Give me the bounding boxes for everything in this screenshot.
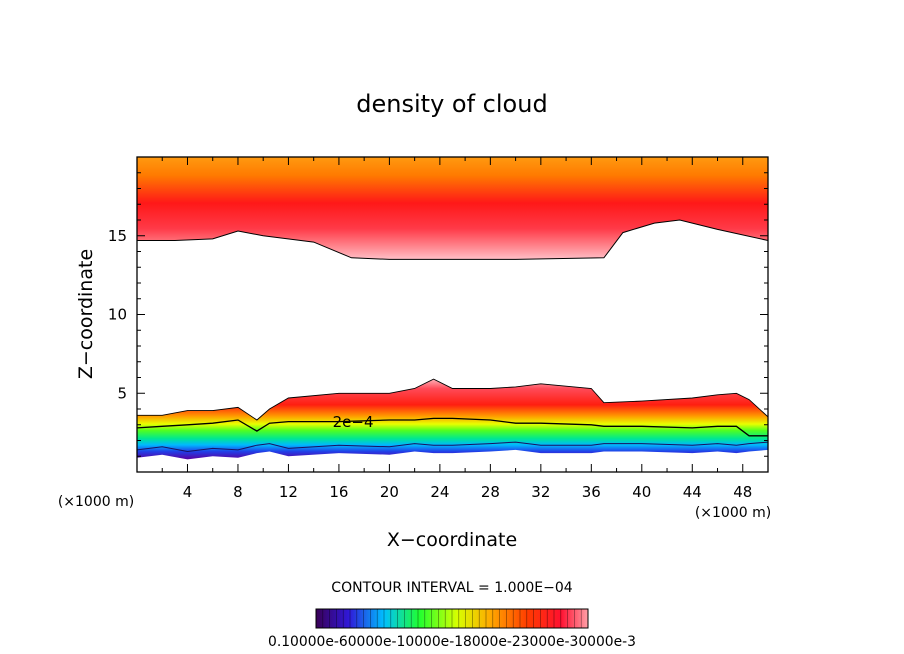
x-unit-left: (×1000 m) — [58, 494, 134, 510]
x-tick-label: 32 — [531, 483, 550, 501]
contour-2e-4 — [137, 417, 768, 437]
lower-base-contour — [137, 441, 768, 453]
x-tick-label: 40 — [632, 483, 651, 501]
x-tick-label: 4 — [183, 483, 193, 501]
upper-layer-contour — [137, 219, 768, 260]
x-tick-label: 36 — [582, 483, 601, 501]
x-tick-label: 8 — [233, 483, 243, 501]
upper-cloud-layer — [137, 157, 768, 260]
y-tick-label: 15 — [108, 227, 127, 245]
y-tick-label: 10 — [108, 306, 127, 324]
x-tick-label: 16 — [329, 483, 348, 501]
x-tick-label: 28 — [481, 483, 500, 501]
y-axis-label: Z−coordinate — [75, 249, 97, 379]
x-tick-label: 48 — [733, 483, 752, 501]
x-axis-label: X−coordinate — [387, 529, 517, 551]
plot-area: 2e−4 — [137, 157, 768, 460]
chart-title: density of cloud — [356, 90, 547, 118]
lower-cloud-layer — [137, 379, 768, 460]
x-unit-right: (×1000 m) — [695, 505, 771, 521]
x-tick-label: 12 — [279, 483, 298, 501]
y-tick-label: 5 — [117, 384, 127, 402]
x-tick-label: 20 — [380, 483, 399, 501]
colorbar-labels: 0.10000e-60000e-10000e-18000e-23000e-300… — [268, 634, 636, 650]
x-tick-label: 24 — [430, 483, 449, 501]
colorbar-dividers — [322, 609, 582, 628]
lower-layer-outer-contour — [137, 378, 768, 421]
contour-interval-text: CONTOUR INTERVAL = 1.000E−04 — [331, 580, 572, 596]
x-tick-label: 44 — [683, 483, 702, 501]
contour-label: 2e−4 — [333, 413, 374, 431]
